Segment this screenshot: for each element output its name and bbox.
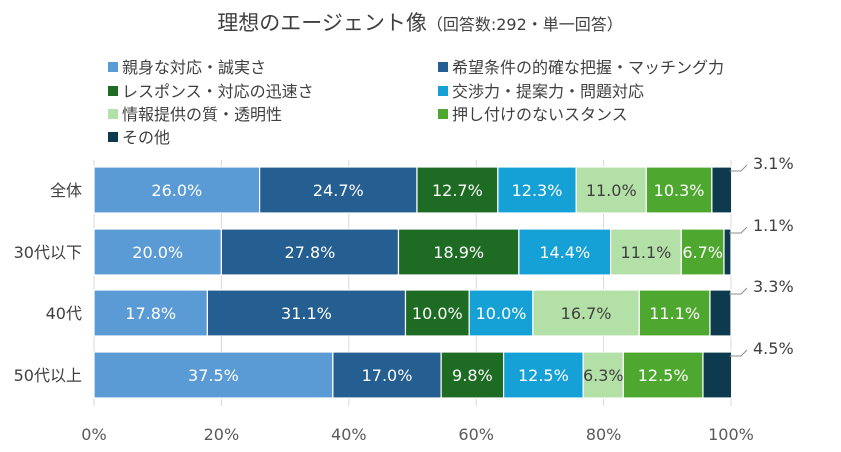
bar-segment-4-7	[702, 351, 733, 399]
category-label-3: 40代	[46, 304, 82, 323]
data-label-2-5: 11.1%	[621, 243, 672, 262]
bar-row-3: 17.8% 31.1% 10.0% 10.0% 16.7% 11.1% 3.3%	[93, 277, 794, 337]
legend-swatch-1	[108, 62, 118, 72]
category-labels: 全体 30代以下 40代 50代以上	[14, 181, 82, 385]
chart-subtitle: （回答数:292・単一回答）	[427, 15, 623, 34]
bar-segment-2-7	[723, 228, 732, 276]
x-tick-label-1: 20%	[204, 425, 240, 444]
data-label-2-3: 18.9%	[433, 243, 484, 262]
legend-swatch-6	[438, 109, 448, 119]
bar-row-2: 20.0% 27.8% 18.9% 14.4% 11.1% 6.7% 1.1%	[93, 216, 794, 276]
data-label-2-1: 20.0%	[132, 243, 183, 262]
bar-segment-4-3	[440, 351, 505, 399]
callout-line-1	[729, 164, 748, 172]
bar-segment-3-1	[93, 289, 208, 337]
category-label-2: 30代以下	[14, 243, 82, 262]
data-label-4-1: 37.5%	[188, 366, 239, 385]
bar-segment-3-5	[532, 289, 640, 337]
x-axis-ticks: 0% 20% 40% 60% 80% 100%	[81, 425, 754, 444]
data-label-4-3: 9.8%	[452, 366, 493, 385]
data-label-2-7: 1.1%	[753, 216, 794, 235]
data-label-4-5: 6.3%	[583, 366, 624, 385]
category-label-1: 全体	[50, 181, 82, 200]
legend-label-2: 希望条件の的確な把握・マッチング力	[452, 58, 724, 77]
legend-swatch-7	[108, 132, 118, 142]
callout-line-4	[729, 349, 748, 357]
legend-label-3: レスポンス・対応の迅速さ	[122, 82, 314, 101]
data-label-3-2: 31.1%	[281, 304, 332, 323]
data-label-1-4: 12.3%	[512, 181, 563, 200]
bar-segment-4-5	[582, 351, 624, 399]
data-label-3-6: 11.1%	[649, 304, 700, 323]
legend-swatch-3	[108, 86, 118, 96]
bar-segment-2-4	[518, 228, 612, 276]
data-label-2-2: 27.8%	[285, 243, 336, 262]
legend-swatch-4	[438, 86, 448, 96]
data-label-3-1: 17.8%	[125, 304, 176, 323]
legend-label-6: 押し付けのないスタンス	[452, 105, 628, 124]
data-label-3-3: 10.0%	[412, 304, 463, 323]
data-label-1-1: 26.0%	[151, 181, 202, 200]
legend-label-7: その他	[122, 128, 170, 147]
bar-segment-3-2	[206, 289, 407, 337]
bar-segment-2-5	[610, 228, 682, 276]
bar-segment-2-6	[680, 228, 725, 276]
x-tick-label-2: 40%	[331, 425, 367, 444]
bar-segment-2-1	[93, 228, 223, 276]
bar-segment-3-7	[709, 289, 732, 337]
data-label-2-6: 6.7%	[682, 243, 723, 262]
data-label-1-2: 24.7%	[313, 181, 364, 200]
bar-segment-1-6	[645, 166, 713, 214]
bar-segment-1-5	[575, 166, 647, 214]
chart-title: 理想のエージェント像（回答数:292・単一回答）	[217, 11, 623, 35]
bar-segment-4-6	[622, 351, 704, 399]
legend-label-5: 情報提供の質・透明性	[122, 105, 282, 124]
x-tick-label-3: 60%	[458, 425, 494, 444]
data-label-1-6: 10.3%	[654, 181, 705, 200]
data-label-1-5: 11.0%	[586, 181, 637, 200]
data-label-1-3: 12.7%	[432, 181, 483, 200]
legend-swatch-5	[108, 109, 118, 119]
callout-line-2	[729, 226, 748, 234]
data-label-3-5: 16.7%	[561, 304, 612, 323]
bars: 26.0% 24.7% 12.7% 12.3% 11.0% 10.3%3.1%20.0% 2…	[93, 154, 794, 399]
bar-segment-2-3	[397, 228, 520, 276]
data-label-3-7: 3.3%	[753, 277, 794, 296]
bar-segment-1-1	[93, 166, 261, 214]
bar-segment-2-2	[220, 228, 400, 276]
data-label-4-6: 12.5%	[638, 366, 689, 385]
x-tick-label-0: 0%	[81, 425, 106, 444]
bar-segment-1-7	[711, 166, 733, 214]
data-label-3-4: 10.0%	[476, 304, 527, 323]
data-label-4-4: 12.5%	[518, 366, 569, 385]
bar-segment-1-4	[497, 166, 577, 214]
bar-segment-3-6	[638, 289, 711, 337]
bar-row-1: 26.0% 24.7% 12.7% 12.3% 11.0% 10.3% 3.1%	[93, 154, 794, 214]
legend-label-1: 親身な対応・誠実さ	[122, 58, 266, 77]
chart-title-main: 理想のエージェント像	[217, 11, 427, 35]
data-label-4-7: 4.5%	[753, 339, 794, 358]
data-label-2-4: 14.4%	[539, 243, 590, 262]
bar-row-4: 37.5% 17.0% 9.8% 12.5% 6.3% 12.5% 4.5%	[93, 339, 794, 399]
x-tick-label-5: 100%	[708, 425, 754, 444]
category-label-4: 50代以上	[14, 366, 82, 385]
legend-swatch-2	[438, 62, 448, 72]
x-tick-label-4: 80%	[586, 425, 622, 444]
callout-line-3	[729, 287, 748, 295]
legend-label-4: 交渉力・提案力・問題対応	[452, 82, 644, 101]
data-label-4-2: 17.0%	[362, 366, 413, 385]
data-label-1-7: 3.1%	[753, 154, 794, 173]
